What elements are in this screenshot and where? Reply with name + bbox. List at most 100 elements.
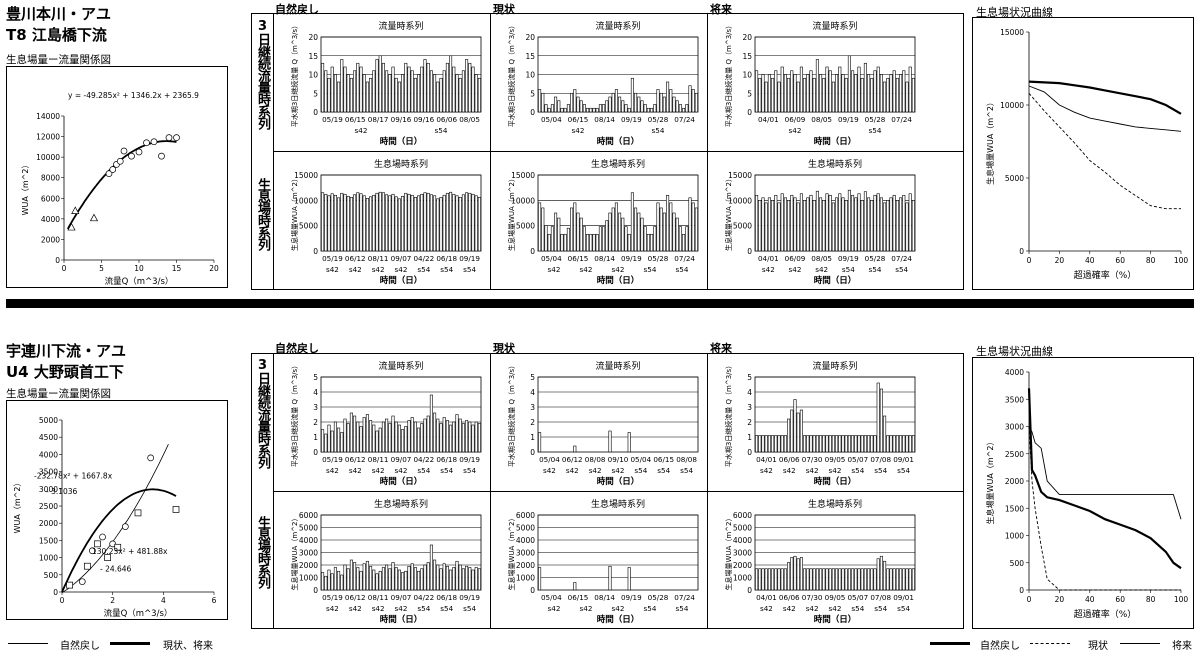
bar: [847, 55, 851, 113]
bar: [819, 74, 823, 113]
x-tick-label: 08/05: [459, 115, 480, 124]
bar: [761, 74, 765, 113]
y-tick-label: 3: [313, 403, 318, 412]
bar: [908, 66, 912, 113]
x-axis-label: 時間（日）: [380, 275, 423, 286]
data-point: [109, 166, 117, 173]
bar: [796, 558, 800, 591]
bar: [372, 569, 376, 591]
data-point: [172, 506, 180, 513]
bar: [579, 100, 583, 113]
bar: [595, 233, 599, 252]
bar: [637, 212, 641, 252]
x-tick-label: 05/04: [539, 455, 560, 464]
bar: [838, 435, 842, 453]
bar: [790, 409, 794, 453]
bar: [346, 568, 350, 591]
x-tick-label: 09/16: [391, 115, 412, 124]
bar: [634, 92, 638, 113]
bar: [608, 430, 612, 453]
bar: [841, 74, 845, 113]
bar: [356, 62, 360, 113]
bar: [465, 192, 469, 252]
bar: [780, 568, 784, 591]
bar: [819, 435, 823, 453]
bar: [838, 193, 842, 252]
bar: [582, 226, 586, 252]
bar: [445, 62, 449, 113]
bar: [851, 70, 855, 113]
bar: [452, 567, 456, 591]
bar: [321, 62, 325, 113]
data-point: [89, 213, 99, 222]
bar: [883, 202, 887, 252]
bar: [812, 435, 816, 453]
x-tick-label: 06/15: [568, 593, 589, 602]
y-tick-label: 4: [747, 388, 752, 397]
scenario-label-future-1: 将来: [710, 3, 732, 16]
bar: [365, 560, 369, 591]
bar: [471, 193, 475, 252]
x-tick-label: 15: [172, 264, 182, 273]
bar: [847, 568, 851, 591]
bar: [589, 233, 593, 252]
bar: [442, 194, 446, 252]
bar: [557, 100, 561, 113]
x-tick-label: 09/19: [621, 254, 642, 263]
x-era-label: s54: [869, 126, 882, 135]
bar: [436, 81, 440, 113]
legend-label-current-right: 現状: [1088, 641, 1108, 652]
bar: [682, 233, 686, 252]
panel-title: 流量時系列: [812, 360, 857, 372]
x-era-label: s42: [762, 265, 775, 274]
bar: [375, 59, 379, 113]
y-tick-label: 10000: [36, 153, 60, 162]
bar: [851, 194, 855, 252]
flow-chart-current-1: 流量時系列 0 5 10 15 20 平水期3日継続流量 Q（m^3/s） 05/04 06/1…: [507, 20, 699, 147]
x-tick-label: 05/04: [630, 455, 651, 464]
y-tick-label: 2000: [516, 561, 535, 570]
x-tick-label: 05/07: [847, 455, 868, 464]
bar: [455, 560, 459, 591]
bar: [353, 194, 357, 252]
bar: [841, 197, 845, 252]
bar: [458, 77, 462, 113]
y-tick-label: 2000: [299, 561, 318, 570]
plot-frame: [320, 514, 482, 591]
bar: [426, 415, 430, 453]
bar: [799, 66, 803, 113]
x-tick-label: 04/01: [758, 254, 779, 263]
bar: [372, 70, 376, 113]
bar: [439, 77, 443, 113]
plot-frame: [537, 376, 699, 453]
x-era-label: s54: [842, 265, 855, 274]
bar: [407, 193, 411, 252]
y-tick-label: 4500: [39, 433, 58, 442]
bar: [634, 207, 638, 252]
x-tick-label: 08/14: [594, 593, 615, 602]
x-era-label: s42: [612, 604, 625, 613]
bar: [905, 568, 909, 591]
x-tick-label: 07/24: [674, 254, 695, 263]
x-era-label: s42: [395, 466, 408, 475]
legend-label-future-right: 将来: [1172, 641, 1192, 652]
x-era-label: s54: [463, 604, 476, 613]
y-tick-label: 15000: [1000, 28, 1024, 37]
data-point: [150, 138, 158, 146]
bar: [844, 200, 848, 252]
bar: [662, 212, 666, 252]
data-point: [173, 134, 180, 141]
bar: [541, 207, 545, 252]
bar: [902, 70, 906, 113]
data-point: [134, 509, 142, 517]
bar: [417, 570, 421, 591]
bar: [895, 77, 899, 113]
y-tick-label: 0: [313, 448, 318, 457]
y-tick-label: 5000: [39, 416, 58, 425]
bar: [404, 62, 408, 113]
bar: [611, 92, 615, 113]
bar: [809, 70, 813, 113]
x-tick-label: 08/11: [368, 455, 389, 464]
x-era-label: s42: [815, 265, 828, 274]
